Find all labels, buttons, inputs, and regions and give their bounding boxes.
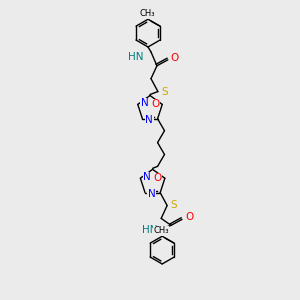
Text: N: N xyxy=(143,172,151,182)
Text: HN: HN xyxy=(142,225,157,235)
Text: O: O xyxy=(154,173,162,183)
Text: N: N xyxy=(148,189,156,199)
Text: O: O xyxy=(171,53,179,63)
Text: CH₃: CH₃ xyxy=(154,226,169,235)
Text: S: S xyxy=(170,200,177,209)
Text: O: O xyxy=(151,99,159,110)
Text: O: O xyxy=(185,212,193,222)
Text: CH₃: CH₃ xyxy=(140,9,155,18)
Text: HN: HN xyxy=(128,52,143,62)
Text: N: N xyxy=(146,115,153,125)
Text: N: N xyxy=(141,98,148,108)
Text: S: S xyxy=(161,86,167,97)
